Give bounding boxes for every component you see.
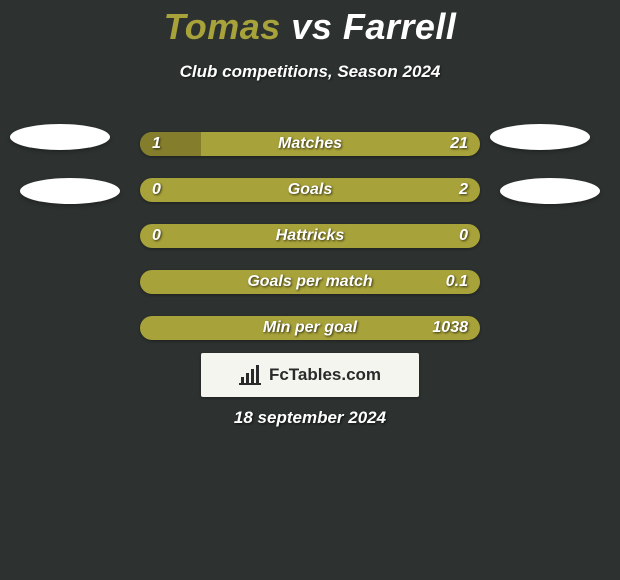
source-badge: FcTables.com <box>201 353 419 397</box>
subtitle: Club competitions, Season 2024 <box>0 62 620 82</box>
stat-value-right: 2 <box>459 178 468 202</box>
date-text: 18 september 2024 <box>0 408 620 428</box>
badge-text: FcTables.com <box>269 365 381 385</box>
stat-row: Hattricks00 <box>0 214 620 260</box>
decorative-ellipse <box>20 178 120 204</box>
vs-word: vs <box>291 6 332 47</box>
decorative-ellipse <box>490 124 590 150</box>
stat-row: Min per goal1038 <box>0 306 620 352</box>
bar-track <box>140 224 480 248</box>
player1-name: Tomas <box>164 6 281 47</box>
stat-row: Goals per match0.1 <box>0 260 620 306</box>
stat-value-right: 1038 <box>432 316 468 340</box>
comparison-chart: Matches121Goals02Hattricks00Goals per ma… <box>0 122 620 352</box>
stat-value-right: 0 <box>459 224 468 248</box>
bar-track <box>140 270 480 294</box>
bar-chart-icon <box>239 365 263 385</box>
bar-track <box>140 178 480 202</box>
player2-name: Farrell <box>343 6 457 47</box>
decorative-ellipse <box>10 124 110 150</box>
page-title: Tomas vs Farrell <box>0 0 620 48</box>
stat-value-left: 0 <box>152 224 161 248</box>
decorative-ellipse <box>500 178 600 204</box>
bar-segment-left <box>140 132 201 156</box>
bar-track <box>140 316 480 340</box>
stat-value-right: 21 <box>450 132 468 156</box>
stat-value-left: 0 <box>152 178 161 202</box>
stat-value-left: 1 <box>152 132 161 156</box>
bar-track <box>140 132 480 156</box>
stat-value-right: 0.1 <box>446 270 468 294</box>
